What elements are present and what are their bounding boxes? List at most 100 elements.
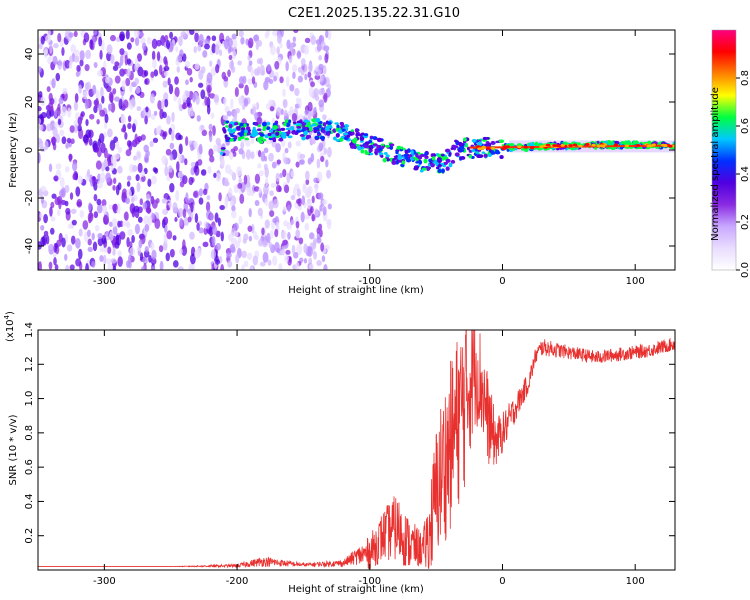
noise-blob xyxy=(95,89,100,100)
signal-blob xyxy=(243,123,247,128)
noise-blob xyxy=(251,223,255,234)
signal-peak xyxy=(613,143,619,147)
noise-blob xyxy=(229,169,234,176)
noise-blob xyxy=(307,71,312,78)
noise-blob xyxy=(210,112,215,119)
noise-blob xyxy=(59,177,65,188)
noise-blob xyxy=(146,206,151,215)
noise-blob xyxy=(177,152,182,163)
noise-blob xyxy=(289,84,295,92)
noise-blob xyxy=(51,193,57,199)
noise-blob xyxy=(53,96,57,106)
noise-blob xyxy=(168,165,173,173)
noise-blob xyxy=(149,140,154,148)
signal-blob xyxy=(360,146,365,150)
noise-blob xyxy=(38,139,44,150)
signal-blob xyxy=(364,151,370,156)
noise-blob xyxy=(134,223,140,235)
noise-blob xyxy=(61,47,65,56)
signal-blob xyxy=(404,149,409,154)
noise-blob xyxy=(92,241,98,252)
noise-blob xyxy=(252,255,259,266)
noise-blob xyxy=(232,151,237,158)
noise-blob xyxy=(91,232,95,241)
noise-blob xyxy=(229,200,234,207)
noise-blob xyxy=(59,129,65,137)
noise-blob xyxy=(38,66,42,73)
noise-blob xyxy=(169,182,175,193)
noise-blob xyxy=(263,147,269,154)
noise-blob xyxy=(54,264,59,270)
signal-blob xyxy=(376,137,383,143)
noise-blob xyxy=(150,266,156,270)
noise-blob xyxy=(66,137,72,144)
noise-blob xyxy=(206,104,211,115)
noise-blob xyxy=(286,172,291,184)
noise-blob xyxy=(38,43,43,50)
noise-blob xyxy=(46,109,52,119)
signal-blob xyxy=(232,128,237,132)
noise-blob xyxy=(283,156,289,165)
signal-blob xyxy=(415,152,419,158)
signal-blob xyxy=(419,169,424,173)
noise-blob xyxy=(50,201,55,209)
signal-peak xyxy=(545,143,551,147)
noise-blob xyxy=(285,249,291,255)
noise-blob xyxy=(106,258,111,265)
noise-blob xyxy=(264,198,269,207)
signal-peak xyxy=(523,145,529,149)
noise-blob xyxy=(72,173,77,181)
signal-blob xyxy=(326,132,331,136)
signal-blob xyxy=(303,130,308,136)
signal-blob xyxy=(284,119,289,124)
noise-blob xyxy=(210,66,217,77)
noise-blob xyxy=(317,192,324,200)
noise-blob xyxy=(125,149,132,157)
noise-blob xyxy=(97,173,101,182)
noise-blob xyxy=(205,222,210,230)
noise-blob xyxy=(259,261,266,267)
noise-blob xyxy=(323,92,328,103)
noise-blob xyxy=(147,178,152,188)
noise-blob xyxy=(110,154,117,165)
signal-blob xyxy=(357,145,361,150)
noise-blob xyxy=(245,139,251,147)
signal-blob xyxy=(369,152,374,156)
noise-blob xyxy=(96,198,102,206)
noise-blob xyxy=(247,55,251,61)
noise-blob xyxy=(151,38,158,50)
noise-blob xyxy=(158,245,164,253)
signal-blob xyxy=(257,124,262,128)
noise-blob xyxy=(48,163,53,173)
signal-blob xyxy=(287,135,293,139)
signal-blob xyxy=(488,153,492,157)
noise-blob xyxy=(112,265,117,270)
noise-blob xyxy=(197,158,203,166)
noise-blob xyxy=(178,35,183,47)
noise-blob xyxy=(268,78,274,85)
noise-blob xyxy=(53,242,58,253)
signal-blob xyxy=(389,143,395,147)
noise-blob xyxy=(326,169,332,179)
signal-blob xyxy=(441,155,446,161)
noise-blob xyxy=(142,201,148,210)
spectrogram-ytick-label: -40 xyxy=(24,238,35,254)
noise-blob xyxy=(150,242,155,251)
signal-blob xyxy=(317,131,321,135)
noise-blob xyxy=(214,43,220,55)
noise-blob xyxy=(204,43,210,50)
noise-blob xyxy=(80,111,85,117)
signal-blob xyxy=(288,119,292,124)
noise-blob xyxy=(274,228,279,238)
noise-blob xyxy=(304,222,310,231)
signal-blob xyxy=(278,138,284,142)
noise-blob xyxy=(149,93,155,104)
noise-blob xyxy=(112,65,119,72)
signal-blob xyxy=(283,122,287,127)
snr-line xyxy=(38,330,675,570)
noise-blob xyxy=(119,231,126,240)
signal-blob xyxy=(332,128,337,133)
noise-blob xyxy=(235,107,240,114)
signal-blob xyxy=(240,127,246,131)
noise-blob xyxy=(314,74,321,80)
